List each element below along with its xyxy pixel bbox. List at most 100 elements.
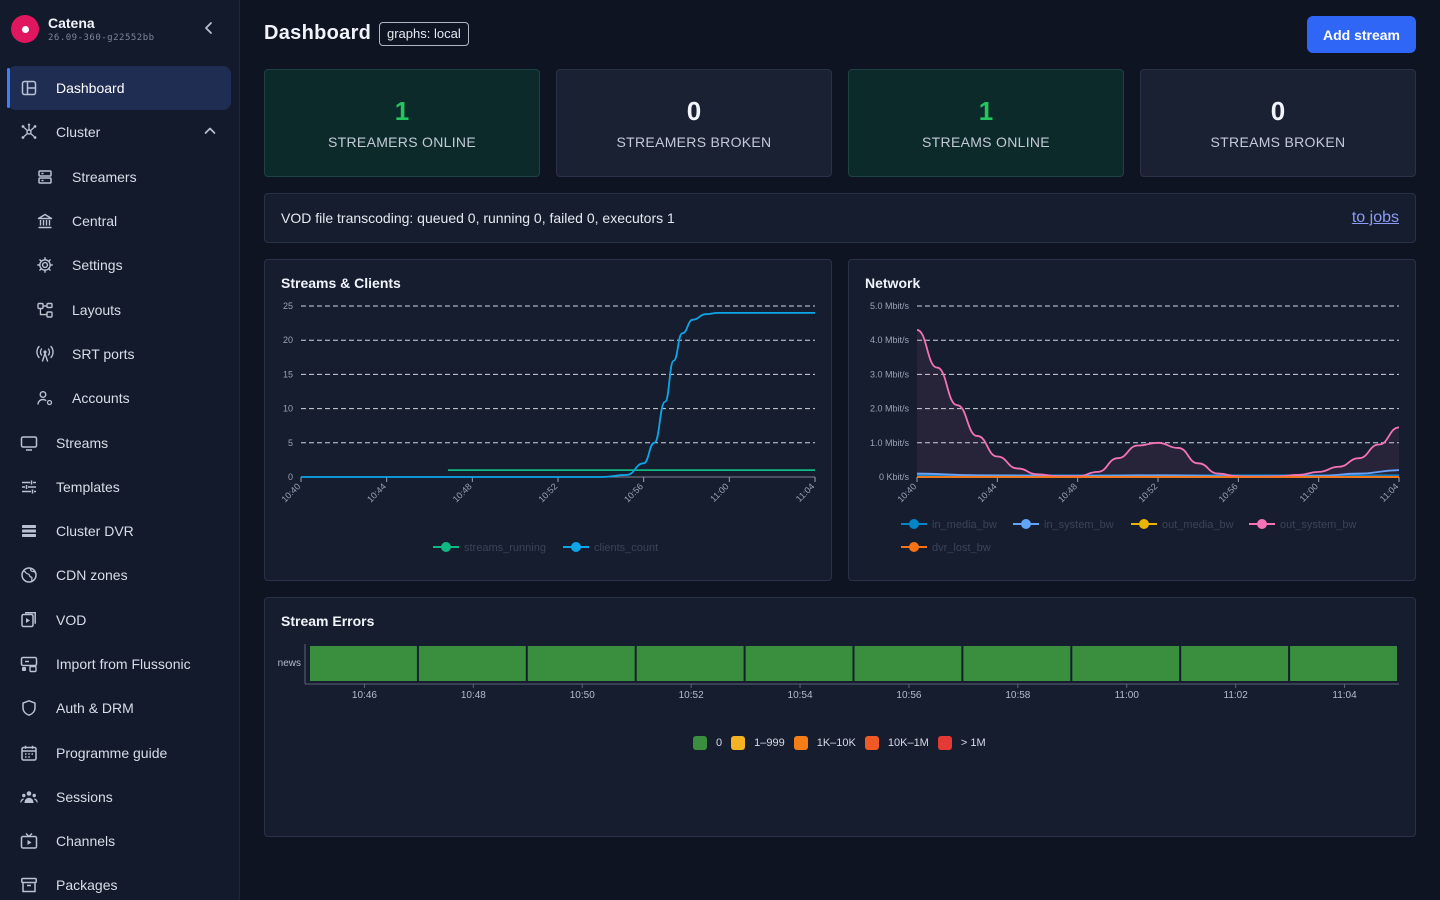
x-tick-label: 10:44 [365,481,388,504]
sidebar-item-srt-ports[interactable]: SRT ports [8,332,231,376]
charts-row: Streams & Clients 0 5 10 15 20 25 10:40 10:44 10… [264,259,1416,581]
x-tick-label: 10:56 [1217,481,1240,504]
panel-title: Stream Errors [281,613,375,629]
tv-icon [20,832,38,850]
video-file-icon [20,611,38,629]
brand-name: Catena [48,15,95,31]
panel-title: Streams & Clients [281,275,401,291]
sidebar-item-cdn-zones[interactable]: CDN zones [8,553,231,597]
network-chart: 0 Kbit/s 1.0 Mbit/s 2.0 Mbit/s 3.0 Mbit/s 4.… [870,301,1401,554]
series-line-out-system-bw [916,329,1400,478]
add-stream-button[interactable]: Add stream [1307,16,1416,53]
sidebar-item-dashboard[interactable]: Dashboard [7,66,231,111]
y-tick-label: 4.0 Mbit/s [870,335,910,345]
archive-icon [20,876,38,894]
legend-label-in-media-bw: in_media_bw [932,519,997,531]
legend-marker-dvr-lost-bw [909,542,919,552]
x-tick-label: 11:00 [708,481,731,504]
stat-label: STREAMERS ONLINE [328,134,476,150]
sidebar-item-sessions[interactable]: Sessions [8,775,231,819]
sidebar-item-streamers[interactable]: Streamers [8,155,231,199]
legend-label-clients-count: clients_count [594,542,658,554]
legend-marker-out-system-bw [1257,519,1267,529]
sidebar-item-label: Layouts [72,301,122,318]
layouts-icon [36,301,54,319]
x-tick-label: 10:52 [679,690,704,701]
x-tick-label: 10:48 [1056,481,1079,504]
heatmap-cell [310,646,417,681]
globe-icon [20,566,38,584]
list-icon [20,522,38,540]
catena-logo-icon[interactable] [11,15,39,43]
chevron-up-icon[interactable] [203,124,217,138]
stat-value: 1 [978,96,994,126]
sidebar-item-label: Streams [56,434,109,451]
y-tick-label: 0 Kbit/s [879,472,910,482]
sidebar-item-label: Dashboard [56,80,125,97]
streams-clients-chart: 0 5 10 15 20 25 10:40 10:44 10:48 10:52 10:56 11:00… [279,301,817,554]
x-tick-label: 10:54 [788,690,813,701]
sidebar-item-central[interactable]: Central [8,199,231,243]
sidebar-item-label: Packages [56,877,118,894]
sidebar-item-channels[interactable]: Channels [8,819,231,863]
dashboard-icon [20,79,38,97]
legend-label: 0 [716,737,723,749]
sidebar-item-templates[interactable]: Templates [8,465,231,509]
series-line-clients-count [301,311,815,478]
sidebar-item-cluster-dvr[interactable]: Cluster DVR [8,509,231,553]
stream-errors-chart: news 10:46 10:48 10:50 10:52 10:54 10:56 10:58 1… [278,644,1399,701]
main-content: Dashboard graphs: local Add stream 1 STR… [240,0,1440,900]
panel-title: Network [865,275,921,291]
sidebar-item-programme-guide[interactable]: Programme guide [8,730,231,774]
x-tick-label: 10:52 [1136,481,1159,504]
sidebar-item-import-from-flussonic[interactable]: Import from Flussonic [8,642,231,686]
chevron-left-icon[interactable] [201,20,217,36]
sidebar-item-streams[interactable]: Streams [8,420,231,464]
sidebar-item-accounts[interactable]: Accounts [8,376,231,420]
sidebar-item-label: Sessions [56,788,113,805]
legend-marker-clients-count [571,542,581,552]
y-tick-label: 2.0 Mbit/s [870,404,910,414]
sidebar-item-label: Cluster [56,124,101,141]
legend-label-dvr-lost-bw: dvr_lost_bw [932,542,991,554]
stat-card-streams-broken[interactable]: 0 STREAMS BROKEN [1140,69,1416,177]
x-tick-label: 11:00 [1115,690,1140,701]
streams-clients-panel: Streams & Clients 0 5 10 15 20 25 10:40 10:44 10… [264,259,832,581]
sidebar-item-packages[interactable]: Packages [8,863,231,900]
sidebar-item-vod[interactable]: VOD [8,598,231,642]
legend-label-out-media-bw: out_media_bw [1162,519,1234,531]
sidebar-item-label: Cluster DVR [56,523,134,540]
server-icon [36,168,54,186]
y-tick-label: 5.0 Mbit/s [870,301,910,311]
heatmap-cell [963,646,1071,681]
calendar-icon [20,744,38,762]
sidebar-item-auth-drm[interactable]: Auth & DRM [8,686,231,730]
legend-label-in-system-bw: in_system_bw [1044,519,1114,531]
sidebar-item-label: Import from Flussonic [56,656,191,672]
legend-swatch [793,736,808,750]
stat-card-streams-online[interactable]: 1 STREAMS ONLINE [848,69,1124,177]
x-tick-label: 10:44 [976,481,999,504]
heatmap-cell [854,646,962,681]
x-tick-label: 11:04 [794,481,817,504]
sidebar-item-layouts[interactable]: Layouts [8,287,231,331]
antenna-icon [36,345,54,363]
graphs-badge[interactable]: graphs: local [379,22,469,46]
sidebar-item-cluster[interactable]: Cluster [8,110,231,154]
sidebar-item-settings[interactable]: Settings [8,243,231,287]
vod-status-text: VOD file transcoding: queued 0, running … [281,210,675,226]
stat-card-streamers-online[interactable]: 1 STREAMERS ONLINE [264,69,540,177]
stat-card-streamers-broken[interactable]: 0 STREAMERS BROKEN [556,69,832,177]
y-tick-label: 3.0 Mbit/s [870,369,910,379]
legend-label: 1K–10K [816,737,856,749]
sidebar-item-label: SRT ports [72,345,135,362]
x-tick-label: 11:04 [1378,481,1401,504]
import-icon [20,655,38,673]
x-tick-label: 11:04 [1332,690,1357,701]
heatmap-cell [745,646,853,681]
sidebar-item-label: CDN zones [56,567,128,584]
to-jobs-link[interactable]: to jobs [1351,209,1399,226]
sidebar-item-label: VOD [56,611,87,628]
legend-swatch [731,736,746,750]
heatmap-cell [1072,646,1180,681]
